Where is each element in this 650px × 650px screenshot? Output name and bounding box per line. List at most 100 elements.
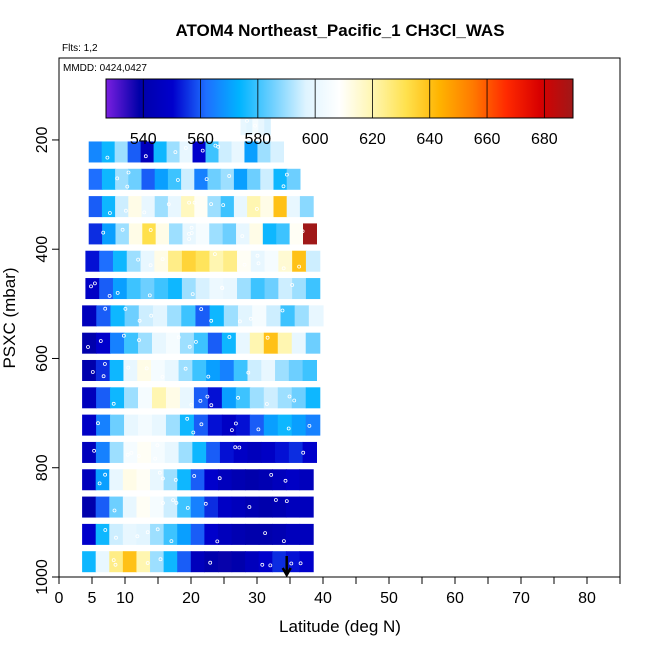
heatmap-cell — [112, 250, 128, 272]
heatmap-cell — [181, 278, 197, 300]
heatmap-cell — [124, 387, 139, 409]
colorbar-tick-label: 660 — [474, 131, 501, 148]
heatmap-cell — [231, 141, 246, 163]
y-tick-label: 800 — [34, 454, 51, 481]
sample-point — [206, 374, 211, 379]
sample-point — [115, 290, 120, 295]
x-tick-label: 10 — [116, 590, 134, 607]
heatmap-cell — [308, 305, 324, 327]
sample-point — [90, 370, 95, 374]
heatmap-row — [88, 196, 314, 218]
sample-point — [229, 428, 234, 433]
heatmap-cell — [154, 196, 169, 218]
heatmap-cell — [233, 168, 248, 190]
sample-point — [212, 252, 217, 257]
heatmap-cell — [233, 359, 249, 381]
heatmap-cell — [137, 441, 152, 463]
heatmap-cell — [299, 551, 314, 573]
heatmap-cell — [258, 114, 265, 136]
heatmap-cell — [82, 414, 97, 436]
heatmap-row — [240, 114, 271, 136]
sample-point — [169, 539, 174, 543]
heatmap-cell — [266, 305, 282, 327]
heatmap-cell — [250, 250, 266, 272]
heatmap-cell — [233, 441, 249, 463]
heatmap-cell — [247, 441, 262, 463]
heatmap-cell — [192, 441, 207, 463]
heatmap-cell — [209, 305, 225, 327]
heatmap-cell — [82, 441, 97, 463]
heatmap-cell — [181, 196, 195, 218]
heatmap-cell — [82, 359, 97, 381]
heatmap-row — [82, 332, 321, 354]
heatmap-cell — [109, 441, 125, 463]
heatmap-cell — [292, 278, 307, 300]
heatmap-cell — [235, 414, 251, 436]
heatmap-cell — [110, 332, 125, 354]
sample-point — [160, 257, 165, 262]
x-tick-label: 50 — [380, 590, 398, 607]
sample-point — [256, 261, 261, 266]
sample-point — [203, 501, 208, 506]
heatmap-cell — [233, 196, 248, 218]
heatmap-cell — [150, 551, 165, 573]
heatmap-cell — [153, 141, 168, 163]
heatmap-cell — [217, 523, 233, 545]
heatmap-row — [82, 523, 314, 545]
y-tick-label: 400 — [34, 236, 51, 263]
colorbar-tick-label: 680 — [531, 131, 558, 148]
heatmap-cell — [163, 551, 178, 573]
heatmap-cell — [291, 414, 307, 436]
sample-point — [143, 154, 148, 159]
colorbar-tick-label: 580 — [244, 131, 271, 148]
heatmap-cell — [219, 359, 235, 381]
heatmap-cell — [223, 305, 239, 327]
sample-point — [289, 561, 294, 566]
heatmap-cell — [291, 387, 307, 409]
sample-point — [253, 123, 258, 128]
heatmap-row — [82, 441, 317, 463]
colorbar-tick-label: 640 — [416, 131, 443, 148]
heatmap-cell — [82, 469, 97, 491]
sample-point — [237, 319, 242, 324]
heatmap-cell — [95, 523, 110, 545]
heatmap-cell — [181, 250, 197, 272]
heatmap-cell — [195, 305, 211, 327]
x-tick-label: 0 — [55, 590, 64, 607]
sample-point — [86, 345, 90, 349]
heatmap-cell — [163, 496, 178, 518]
sample-point — [254, 206, 259, 211]
x-tick-label: 5 — [88, 590, 97, 607]
heatmap-cell — [207, 387, 223, 409]
heatmap-cell — [302, 441, 317, 463]
sample-point — [237, 445, 242, 450]
heatmap-cell — [206, 441, 221, 463]
sample-point — [123, 306, 128, 311]
colorbar-tick-label: 620 — [359, 131, 386, 148]
sample-point — [245, 118, 249, 123]
heatmap-cell — [305, 332, 321, 354]
sample-point — [217, 476, 222, 481]
heatmap-cell — [217, 496, 233, 518]
heatmap-cell — [299, 196, 314, 218]
sample-point — [189, 402, 194, 407]
dates-label: MMDD: 0424,0427 — [63, 63, 147, 74]
sample-point — [103, 528, 108, 532]
sample-point — [160, 374, 165, 379]
sample-point — [142, 210, 147, 215]
heatmap-cell — [280, 305, 296, 327]
sample-point — [137, 318, 142, 323]
heatmap-cell — [305, 250, 321, 272]
sample-point — [192, 474, 197, 478]
colorbar-tick-label: 540 — [130, 131, 157, 148]
heatmap-row — [82, 387, 321, 409]
heatmap-cell — [249, 223, 264, 245]
heatmap-cell — [192, 141, 207, 163]
heatmap-cell — [115, 168, 129, 190]
heatmap-cell — [275, 359, 290, 381]
sample-point — [115, 176, 120, 181]
heatmap-cell — [168, 250, 183, 272]
heatmap-cell — [217, 551, 233, 573]
heatmap-cell — [277, 387, 293, 409]
heatmap-cell — [95, 496, 110, 518]
